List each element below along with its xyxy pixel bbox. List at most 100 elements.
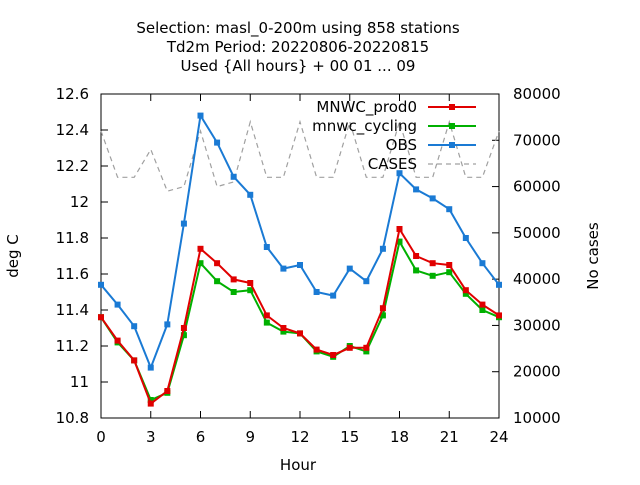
data-point-mnwc-prod0: [114, 337, 121, 344]
series-cases: [100, 119, 500, 192]
series-line-cases: [100, 119, 500, 192]
series-obs: [98, 112, 502, 371]
data-point-obs: [280, 265, 287, 272]
data-point-mnwc-prod0: [413, 253, 420, 259]
data-point-mnwc-prod0: [396, 226, 403, 232]
data-point-obs: [131, 323, 138, 330]
data-point-mnwc-prod0: [247, 280, 254, 286]
x-tick-label: 0: [96, 428, 106, 446]
y2-tick-label: 50000: [513, 224, 561, 242]
y-tick-label: 12.6: [56, 85, 89, 103]
data-point-obs: [164, 321, 171, 328]
data-point-mnwc-prod0: [147, 400, 154, 407]
y2-tick-label: 80000: [513, 85, 561, 103]
title-line-2: Td2m Period: 20220806-20220815: [166, 38, 429, 56]
legend-label-mnwc-cycling: mnwc_cycling: [312, 117, 417, 136]
data-point-obs: [379, 245, 386, 252]
y-tick-label: 12: [70, 193, 89, 211]
plot-frame-layer: [100, 93, 500, 419]
data-point-mnwc-cycling: [214, 278, 221, 285]
y-tick-label: 12.4: [56, 121, 89, 139]
y2-tick-label: 20000: [513, 363, 561, 381]
x-tick-label: 9: [245, 428, 255, 446]
data-point-obs: [297, 262, 303, 268]
data-point-mnwc-cycling: [413, 267, 420, 274]
data-point-mnwc-prod0: [446, 262, 453, 268]
legend-label-mnwc-prod0: MNWC_prod0: [316, 98, 417, 117]
data-point-obs: [363, 278, 370, 285]
y-tick-label: 12.2: [56, 157, 89, 175]
legend-label-cases: CASES: [368, 155, 417, 173]
data-point-mnwc-prod0: [98, 314, 104, 321]
data-point-obs: [147, 364, 154, 371]
y-tick-label: 10.8: [56, 409, 89, 427]
data-point-mnwc-cycling: [479, 307, 486, 313]
data-point-mnwc-cycling: [263, 319, 270, 326]
plot-border: [100, 93, 500, 419]
y2-tick-label: 60000: [513, 178, 561, 196]
data-point-obs: [197, 112, 204, 119]
data-point-obs: [479, 260, 486, 267]
data-point-obs: [247, 191, 254, 198]
data-point-mnwc-prod0: [479, 301, 486, 308]
data-point-obs: [413, 186, 420, 193]
data-point-obs: [263, 244, 270, 250]
legend-label-obs: OBS: [386, 136, 417, 154]
y2-tick-label: 10000: [513, 409, 561, 427]
data-point-mnwc-prod0: [197, 245, 204, 252]
title-line-1: Selection: masl_0-200m using 858 station…: [136, 19, 460, 38]
legend-marker-mnwc-prod0: [449, 104, 455, 110]
y-tick-label: 11.4: [56, 301, 89, 319]
chart-title: Selection: masl_0-200m using 858 station…: [136, 19, 460, 75]
x-tick-label: 12: [290, 428, 309, 446]
data-point-mnwc-prod0: [280, 325, 287, 331]
data-point-mnwc-cycling: [379, 312, 386, 319]
y2-tick-label: 30000: [513, 316, 561, 334]
data-point-mnwc-prod0: [214, 260, 221, 267]
data-point-mnwc-prod0: [180, 325, 187, 331]
data-point-mnwc-prod0: [346, 344, 353, 351]
x-tick-label: 6: [196, 428, 206, 446]
data-point-mnwc-prod0: [313, 346, 320, 353]
data-point-mnwc-cycling: [230, 289, 237, 295]
data-point-mnwc-cycling: [197, 260, 204, 267]
data-point-mnwc-cycling: [180, 332, 187, 339]
y-axis-label: deg C: [4, 234, 22, 278]
data-point-obs: [396, 170, 403, 177]
data-point-obs: [330, 292, 337, 299]
y-tick-label: 11.8: [56, 229, 89, 247]
data-point-mnwc-prod0: [379, 305, 386, 312]
data-point-mnwc-prod0: [297, 330, 303, 337]
data-point-mnwc-prod0: [263, 312, 270, 319]
x-tick-label: 15: [340, 428, 359, 446]
x-axis-label: Hour: [280, 456, 317, 474]
data-point-mnwc-cycling: [147, 397, 154, 403]
data-point-obs: [180, 220, 187, 227]
data-point-mnwc-cycling: [429, 272, 436, 279]
data-point-mnwc-prod0: [164, 388, 171, 394]
legend-marker-mnwc-cycling: [449, 123, 455, 129]
data-point-obs: [429, 195, 436, 202]
data-point-mnwc-prod0: [330, 352, 337, 358]
data-point-mnwc-prod0: [230, 276, 237, 283]
y2-tick-label: 70000: [513, 131, 561, 149]
data-point-mnwc-cycling: [396, 238, 403, 245]
series-mnwc-prod0: [98, 226, 502, 407]
data-point-obs: [446, 206, 453, 213]
data-point-obs: [114, 301, 121, 308]
legend-marker-obs: [449, 142, 455, 148]
series-line-mnwc-prod0: [100, 226, 500, 406]
title-line-3: Used {All hours} + 00 01 ... 09: [181, 57, 416, 75]
x-tick-label: 24: [489, 428, 508, 446]
data-point-mnwc-cycling: [363, 348, 370, 355]
y-tick-label: 11: [70, 373, 89, 391]
data-point-mnwc-cycling: [280, 328, 287, 335]
y2-tick-label: 40000: [513, 270, 561, 288]
data-point-obs: [496, 281, 502, 288]
data-point-mnwc-prod0: [429, 260, 436, 267]
x-tick-label: 18: [390, 428, 409, 446]
data-point-mnwc-cycling: [462, 290, 469, 297]
y-tick-label: 11.2: [56, 337, 89, 355]
